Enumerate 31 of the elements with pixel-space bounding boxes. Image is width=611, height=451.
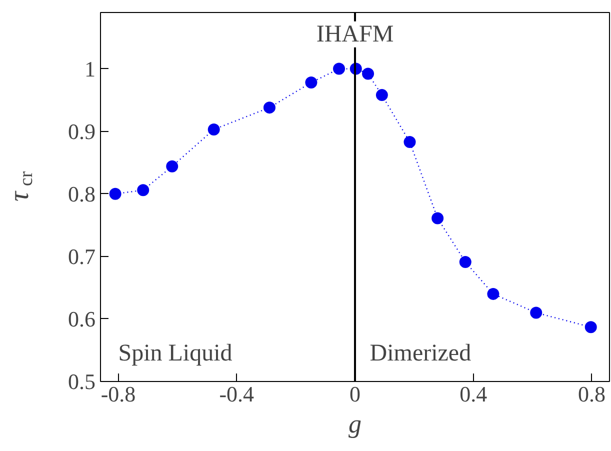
x-axis-title: g bbox=[348, 410, 362, 438]
point bbox=[404, 136, 416, 148]
y-tick-label: 0.7 bbox=[68, 244, 96, 269]
point bbox=[432, 212, 444, 224]
y-tick-label: 0.9 bbox=[68, 118, 96, 144]
point bbox=[166, 160, 178, 172]
y-axis-title: τcr bbox=[4, 170, 37, 202]
x-tick-label: -0.8 bbox=[100, 382, 136, 406]
point bbox=[333, 62, 346, 75]
y-tick-label: 0.6 bbox=[68, 306, 96, 332]
point bbox=[305, 76, 318, 89]
point bbox=[137, 184, 150, 196]
point bbox=[376, 89, 388, 102]
point bbox=[208, 123, 220, 136]
x-tick-label: 0.8 bbox=[578, 382, 606, 406]
annotation: Dimerized bbox=[370, 340, 472, 366]
point bbox=[263, 102, 276, 114]
x-tick-label: -0.4 bbox=[219, 382, 254, 406]
point bbox=[584, 321, 597, 334]
x-tick-label: 0 bbox=[350, 382, 360, 406]
point bbox=[487, 288, 500, 300]
y-tick-label: 1 bbox=[84, 56, 96, 82]
point bbox=[459, 256, 472, 268]
y-tick-label: 0.5 bbox=[68, 369, 96, 394]
annotation: Spin Liquid bbox=[118, 340, 232, 366]
y-tick-label: 0.8 bbox=[68, 181, 96, 206]
x-tick-label: 0.4 bbox=[460, 382, 488, 406]
point bbox=[362, 68, 374, 80]
point bbox=[109, 188, 122, 200]
annotation: IHAFM bbox=[316, 21, 394, 48]
point bbox=[530, 306, 542, 319]
